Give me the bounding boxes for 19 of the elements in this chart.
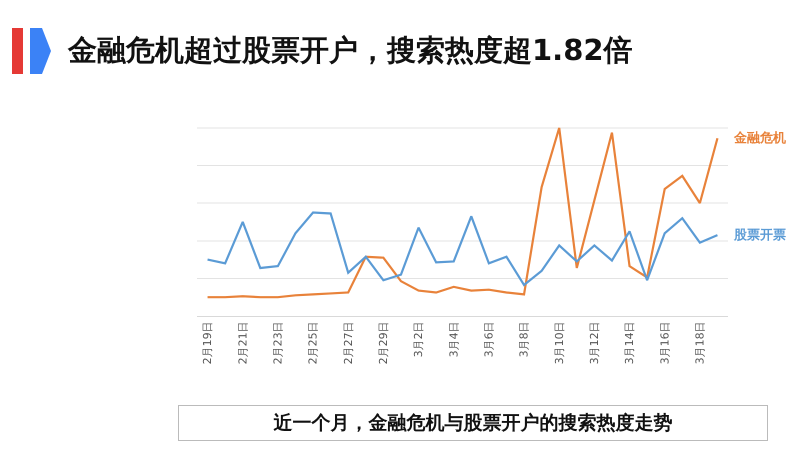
x-tick-label: 2月19日 xyxy=(201,321,214,364)
series-label: 金融危机 xyxy=(733,131,786,146)
text: 近一个月，金融危机与股票开户的搜索热度走势 xyxy=(178,405,768,441)
x-tick-label: 3月14日 xyxy=(623,321,636,364)
x-tick-label: 3月12日 xyxy=(588,321,601,364)
x-tick-label: 3月10日 xyxy=(552,321,566,364)
x-tick-label: 3月18日 xyxy=(693,321,706,364)
x-tick-label: 3月2日 xyxy=(412,321,426,358)
x-tick-label: 3月16日 xyxy=(658,321,672,364)
x-tick-label: 3月6日 xyxy=(482,321,496,358)
x-tick-label: 3月8日 xyxy=(518,321,531,358)
x-tick-label: 2月23日 xyxy=(271,321,284,364)
x-tick-label: 2月25日 xyxy=(306,321,320,364)
series-label: 股票开票 xyxy=(733,228,786,243)
x-tick-label: 2月21日 xyxy=(236,321,250,364)
x-tick-label: 2月29日 xyxy=(376,321,390,364)
x-tick-label: 3月4日 xyxy=(447,321,460,358)
x-tick-label: 2月27日 xyxy=(342,321,355,364)
chart-title: 金融危机超过股票开户，搜索热度超1.82倍 xyxy=(68,32,633,69)
